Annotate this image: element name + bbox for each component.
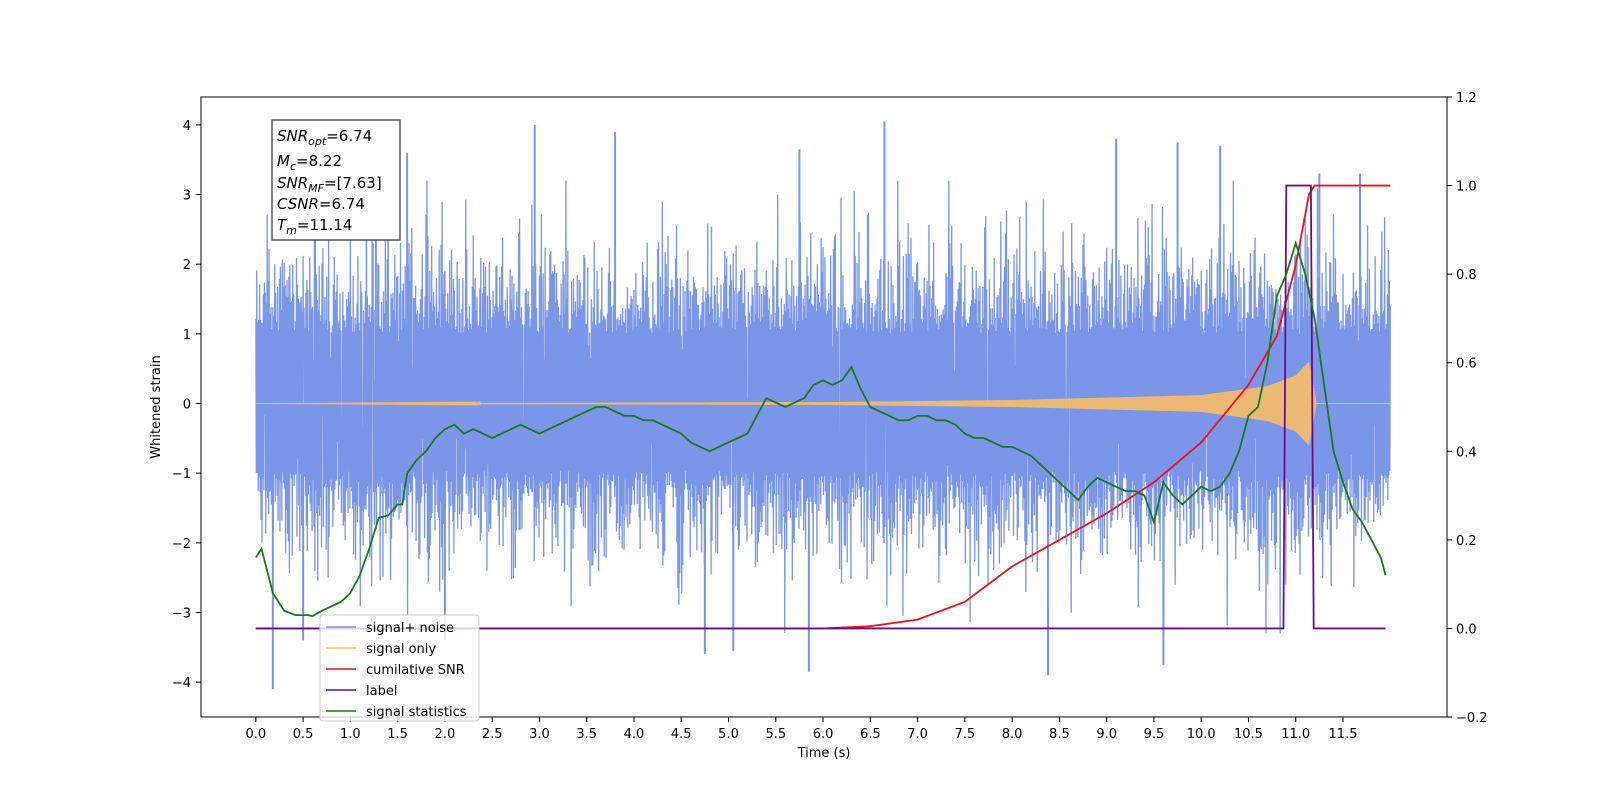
y-tick-label: −3 xyxy=(172,607,191,622)
x-tick-label: 7.5 xyxy=(955,727,976,742)
info-box: SNRopt=6.74 Mc=8.22 SNRMF=[7.63] CSNR=6.… xyxy=(271,119,401,241)
x-tick-label: 6.0 xyxy=(813,727,834,742)
y-tick-label: −2 xyxy=(172,537,191,552)
y-tick-label: 1 xyxy=(183,328,191,343)
y2-tick-label: 1.0 xyxy=(1456,180,1477,195)
x-tick-label: 6.5 xyxy=(860,727,881,742)
legend-label-cumulative-snr: cumilative SNR xyxy=(366,663,465,678)
x-tick-label: 3.5 xyxy=(576,727,597,742)
series-signal-statistics xyxy=(255,240,1387,617)
y-axis-label: Whitened strain xyxy=(149,355,164,458)
legend-label-signal-statistics: signal statistics xyxy=(366,705,467,720)
legend-label-label: label xyxy=(366,684,397,699)
snr-mf-text: SNRMF=[7.63] xyxy=(277,174,382,195)
x-axis-label: Time (s) xyxy=(797,746,851,761)
y-tick-label: −1 xyxy=(172,467,191,482)
series-layer xyxy=(255,121,1391,690)
tm-text: Tm=11.14 xyxy=(277,216,352,237)
x-tick-label: 7.0 xyxy=(907,727,928,742)
y2-tick-label: 0.4 xyxy=(1456,445,1477,460)
legend-label-signal-only: signal only xyxy=(366,642,436,657)
x-tick-label: 1.5 xyxy=(387,727,408,742)
x-tick-label: 1.0 xyxy=(340,727,361,742)
series-signal-only xyxy=(255,362,1391,446)
x-tick-label: 8.5 xyxy=(1049,727,1070,742)
series-signal-noise xyxy=(255,180,1391,634)
y2-tick-label: −0.2 xyxy=(1456,711,1488,726)
snr-opt-text: SNRopt=6.74 xyxy=(277,127,372,148)
x-tick-label: 4.0 xyxy=(624,727,645,742)
legend: signal+ noise signal only cumilative SNR… xyxy=(319,614,480,722)
y2-tick-label: 0.0 xyxy=(1456,622,1477,637)
x-tick-label: 2.0 xyxy=(435,727,456,742)
axes-layer: 0.0 0.5 1.0 1.5 2.0 2.5 3.0 3.5 4.0 4.5 5.0 5.5 6.0 6… xyxy=(172,91,1488,742)
y2-tick-label: 1.2 xyxy=(1456,91,1477,106)
y-tick-label: −4 xyxy=(172,676,191,691)
x-tick-label: 10.5 xyxy=(1234,727,1263,742)
plot-frame xyxy=(200,96,1448,718)
legend-frame xyxy=(319,614,480,722)
x-tick-label: 9.0 xyxy=(1096,727,1117,742)
x-tick-label: 5.0 xyxy=(718,727,739,742)
y-tick-label: 3 xyxy=(183,189,191,204)
x-tick-label: 11.5 xyxy=(1329,727,1358,742)
x-tick-label: 3.0 xyxy=(529,727,550,742)
x-tick-label: 0.0 xyxy=(245,727,266,742)
x-tick-label: 11.0 xyxy=(1281,727,1310,742)
x-tick-label: 9.5 xyxy=(1144,727,1165,742)
y-tick-label: 0 xyxy=(183,398,191,413)
x-tick-label: 5.5 xyxy=(765,727,786,742)
x-tick-label: 8.0 xyxy=(1002,727,1023,742)
y-tick-label: 4 xyxy=(183,119,191,134)
x-tick-label: 0.5 xyxy=(293,727,314,742)
y-tick-label: 2 xyxy=(183,258,191,273)
series-label xyxy=(255,184,1386,630)
x-tick-label: 2.5 xyxy=(482,727,503,742)
y2-tick-label: 0.6 xyxy=(1456,357,1477,372)
y2-tick-label: 0.2 xyxy=(1456,534,1477,549)
x-tick-label: 10.0 xyxy=(1187,727,1216,742)
info-box-frame xyxy=(271,119,401,241)
y2-tick-label: 0.8 xyxy=(1456,268,1477,283)
x-tick-label: 4.5 xyxy=(671,727,692,742)
legend-label-signal-noise: signal+ noise xyxy=(366,621,454,636)
mc-text: Mc=8.22 xyxy=(277,152,342,173)
csnr-text: CSNR=6.74 xyxy=(277,195,365,213)
